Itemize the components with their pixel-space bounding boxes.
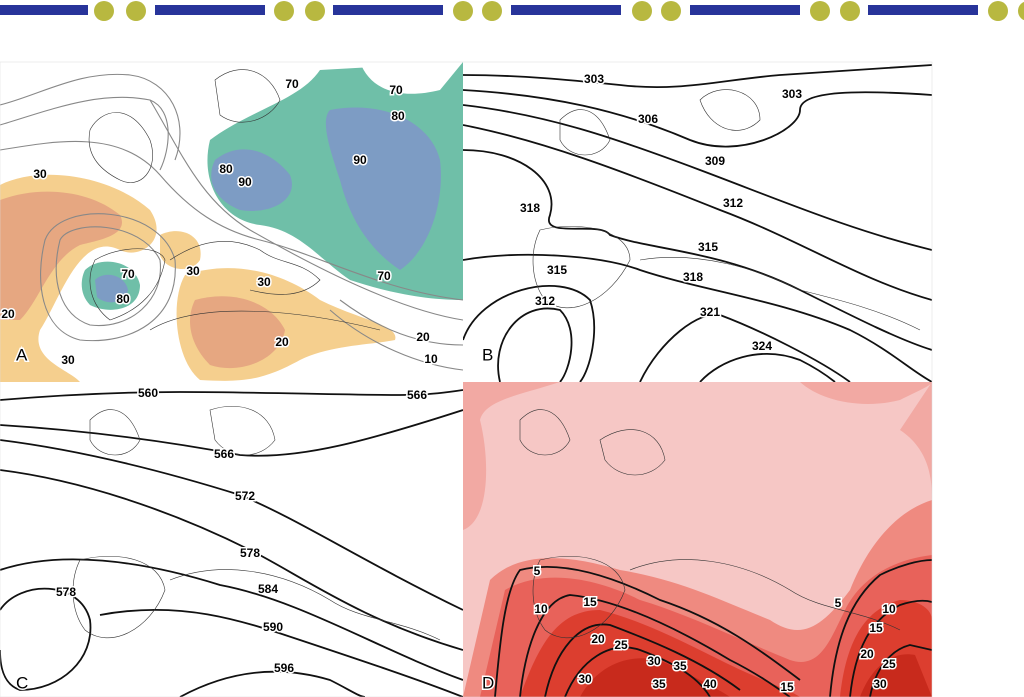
contour-label: 318 xyxy=(683,270,703,284)
contour-label: 10 xyxy=(534,602,548,616)
contour-label: 303 xyxy=(584,72,604,86)
panel-d-map xyxy=(463,382,932,697)
contour-label: 30 xyxy=(647,654,661,668)
contour-label: 566 xyxy=(407,388,427,402)
contour-label: 10 xyxy=(424,352,438,366)
contour-label: 25 xyxy=(614,638,628,652)
contour-label: 15 xyxy=(780,680,794,694)
contour-label: 70 xyxy=(389,83,403,97)
contour-label: 30 xyxy=(257,275,271,289)
contour-label: 5 xyxy=(835,596,842,610)
contour-label: 35 xyxy=(673,659,687,673)
contour-label: 30 xyxy=(578,672,592,686)
contour-label: 40 xyxy=(703,677,717,691)
contour-label: 70 xyxy=(285,77,299,91)
contour-label: 80 xyxy=(116,292,130,306)
contour-label: 312 xyxy=(723,196,743,210)
panel-letter: B xyxy=(482,345,493,364)
contour-label: 90 xyxy=(238,175,252,189)
contour-label: 15 xyxy=(869,621,883,635)
contour-label: 90 xyxy=(353,153,367,167)
panel-c-map xyxy=(0,382,463,697)
contour-label: 306 xyxy=(638,112,658,126)
banner-dots xyxy=(94,1,1024,21)
contour-label: 321 xyxy=(700,305,720,319)
contour-label: 303 xyxy=(782,87,802,101)
contour-label: 318 xyxy=(520,201,540,215)
contour-label: 30 xyxy=(186,264,200,278)
contour-label: 590 xyxy=(263,620,283,634)
panel-b-map xyxy=(463,62,932,382)
contour-label: 80 xyxy=(219,162,233,176)
contour-label: 315 xyxy=(547,263,567,277)
contour-label: 596 xyxy=(274,661,294,675)
contour-label: 578 xyxy=(56,585,76,599)
contour-label: 70 xyxy=(121,267,135,281)
contour-label: 560 xyxy=(138,386,158,400)
contour-label: 312 xyxy=(535,294,555,308)
contour-label: 572 xyxy=(235,489,255,503)
contour-label: 25 xyxy=(882,657,896,671)
contour-label: 10 xyxy=(882,602,896,616)
contour-label: 30 xyxy=(61,353,75,367)
contour-label: 70 xyxy=(377,269,391,283)
contour-label: 20 xyxy=(591,632,605,646)
contour-label: 15 xyxy=(583,595,597,609)
panel-a-map xyxy=(0,62,463,382)
contour-label: 20 xyxy=(1,307,15,321)
contour-label: 20 xyxy=(275,335,289,349)
contour-label: 5 xyxy=(534,564,541,578)
panel-letter: D xyxy=(482,673,494,692)
contour-label: 324 xyxy=(752,339,772,353)
contour-label: 584 xyxy=(258,582,278,596)
contour-label: 30 xyxy=(873,677,887,691)
contour-label: 315 xyxy=(698,240,718,254)
banner xyxy=(0,5,978,15)
contour-label: 20 xyxy=(860,647,874,661)
contour-label: 578 xyxy=(240,546,260,560)
contour-label: 566 xyxy=(214,447,234,461)
contour-label: 20 xyxy=(416,330,430,344)
contour-label: 309 xyxy=(705,154,725,168)
contour-label: 30 xyxy=(33,167,47,181)
panel-letter: C xyxy=(16,673,28,692)
panel-letter: A xyxy=(16,345,28,364)
contour-label: 80 xyxy=(391,109,405,123)
contour-label: 35 xyxy=(652,677,666,691)
